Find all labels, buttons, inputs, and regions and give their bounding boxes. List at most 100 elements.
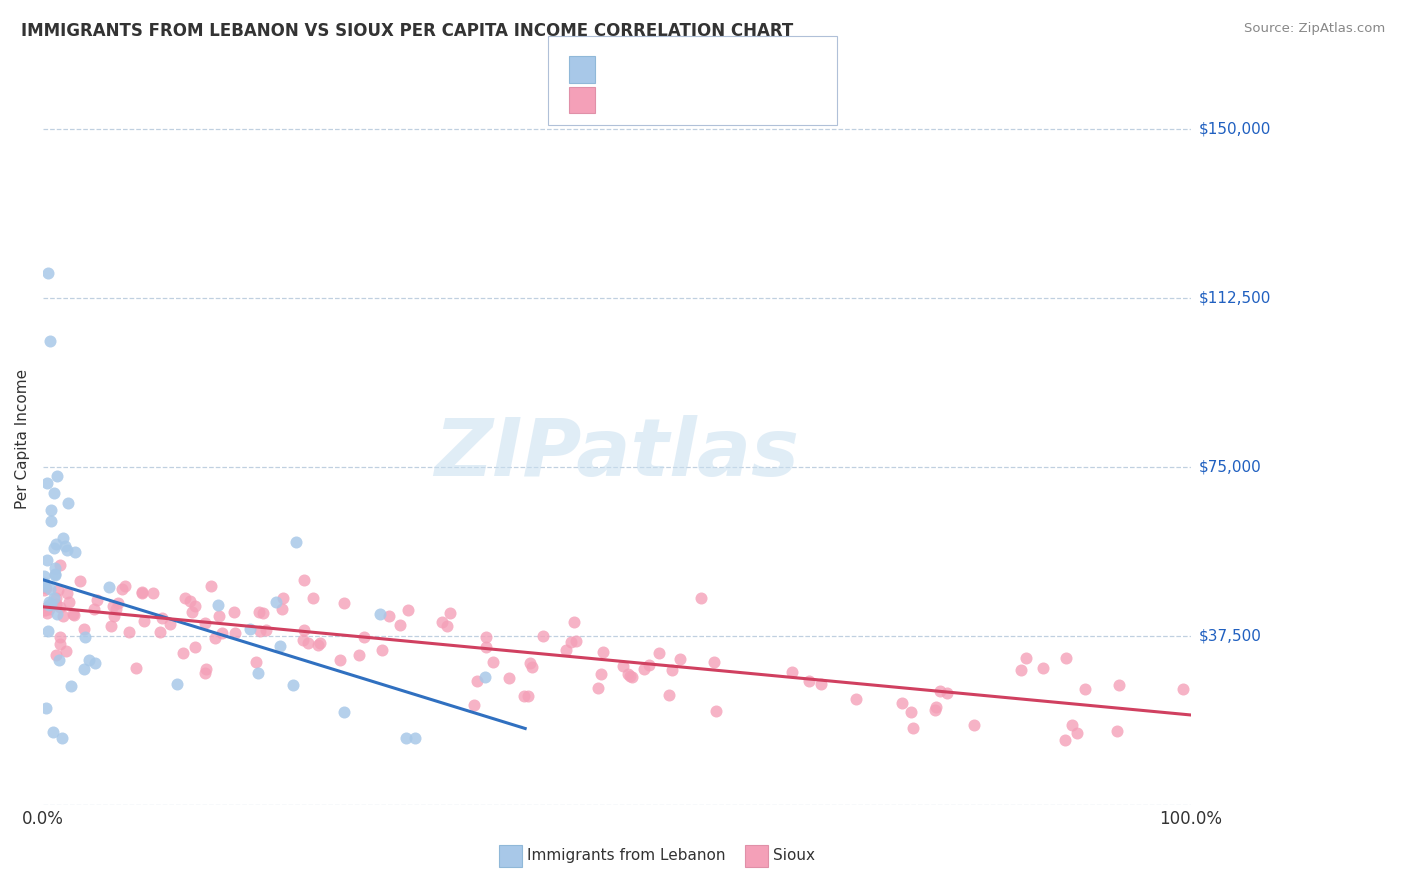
Point <box>131 585 153 599</box>
Point <box>207 598 229 612</box>
Point <box>44 566 66 581</box>
Point <box>264 595 287 609</box>
Point <box>633 662 655 676</box>
Point <box>562 615 585 630</box>
Point <box>482 655 505 669</box>
Point <box>49 600 72 615</box>
Point <box>368 607 391 621</box>
Point <box>83 656 105 670</box>
Text: N =: N = <box>718 93 748 107</box>
Point <box>48 653 70 667</box>
Point <box>845 691 868 706</box>
Point <box>395 731 418 745</box>
Point <box>292 623 315 637</box>
Point <box>166 677 188 691</box>
Point <box>39 334 62 348</box>
Text: Source: ZipAtlas.com: Source: ZipAtlas.com <box>1244 22 1385 36</box>
Point <box>224 625 246 640</box>
Point <box>1171 681 1194 696</box>
Text: R =: R = <box>606 62 640 77</box>
Point <box>619 669 641 683</box>
Point <box>329 652 352 666</box>
Point <box>49 637 72 651</box>
Point <box>249 624 271 639</box>
Point <box>51 731 73 745</box>
Point <box>465 673 488 688</box>
Point <box>211 625 233 640</box>
Text: $37,500: $37,500 <box>1199 629 1263 644</box>
Text: $75,000: $75,000 <box>1199 459 1261 475</box>
Point <box>810 677 832 691</box>
Point <box>37 267 59 281</box>
Text: Sioux: Sioux <box>773 848 815 863</box>
Point <box>73 622 96 636</box>
Point <box>439 607 461 621</box>
Point <box>38 594 60 608</box>
Point <box>254 623 277 637</box>
Point <box>252 606 274 620</box>
Point <box>41 503 63 517</box>
Point <box>58 595 80 609</box>
Point <box>183 640 205 654</box>
Point <box>637 657 659 672</box>
Point <box>592 645 614 659</box>
Point <box>45 537 67 551</box>
Point <box>703 655 725 669</box>
Point <box>901 721 924 735</box>
Point <box>797 673 820 688</box>
Point <box>32 603 55 617</box>
Point <box>181 605 204 619</box>
Point <box>38 601 60 615</box>
Point <box>284 534 307 549</box>
Text: Immigrants from Lebanon: Immigrants from Lebanon <box>527 848 725 863</box>
Point <box>34 700 56 714</box>
Point <box>37 553 59 567</box>
Point <box>353 630 375 644</box>
Point <box>925 700 948 714</box>
Point <box>349 648 371 662</box>
Text: $150,000: $150,000 <box>1199 122 1271 136</box>
Text: ZIPatlas: ZIPatlas <box>434 415 800 492</box>
Point <box>38 598 60 612</box>
Point <box>83 602 105 616</box>
Point <box>519 656 541 670</box>
Point <box>149 625 172 640</box>
Text: 51: 51 <box>756 62 778 77</box>
Point <box>183 599 205 614</box>
Point <box>388 618 411 632</box>
Point <box>200 579 222 593</box>
Point <box>125 661 148 675</box>
Point <box>56 543 79 558</box>
Point <box>86 593 108 607</box>
Point <box>58 496 80 510</box>
Text: -0.766: -0.766 <box>640 93 695 107</box>
Point <box>208 608 231 623</box>
Point <box>107 596 129 610</box>
Text: IMMIGRANTS FROM LEBANON VS SIOUX PER CAPITA INCOME CORRELATION CHART: IMMIGRANTS FROM LEBANON VS SIOUX PER CAP… <box>21 22 793 40</box>
Point <box>45 598 67 612</box>
Point <box>118 624 141 639</box>
Point <box>271 602 294 616</box>
Point <box>38 582 60 596</box>
Point <box>900 705 922 719</box>
Point <box>924 703 946 717</box>
Point <box>929 684 952 698</box>
Point <box>891 696 914 710</box>
Text: R =: R = <box>606 93 640 107</box>
Point <box>475 640 498 654</box>
Point <box>297 636 319 650</box>
Point <box>1060 718 1083 732</box>
Point <box>564 634 586 648</box>
Point <box>62 607 84 621</box>
Point <box>661 664 683 678</box>
Point <box>35 581 58 595</box>
Point <box>97 580 120 594</box>
Point <box>463 698 485 712</box>
Point <box>32 582 55 597</box>
Point <box>60 679 83 693</box>
Point <box>332 705 354 719</box>
Point <box>34 579 56 593</box>
Point <box>432 615 454 629</box>
Point <box>475 630 498 644</box>
Point <box>474 670 496 684</box>
